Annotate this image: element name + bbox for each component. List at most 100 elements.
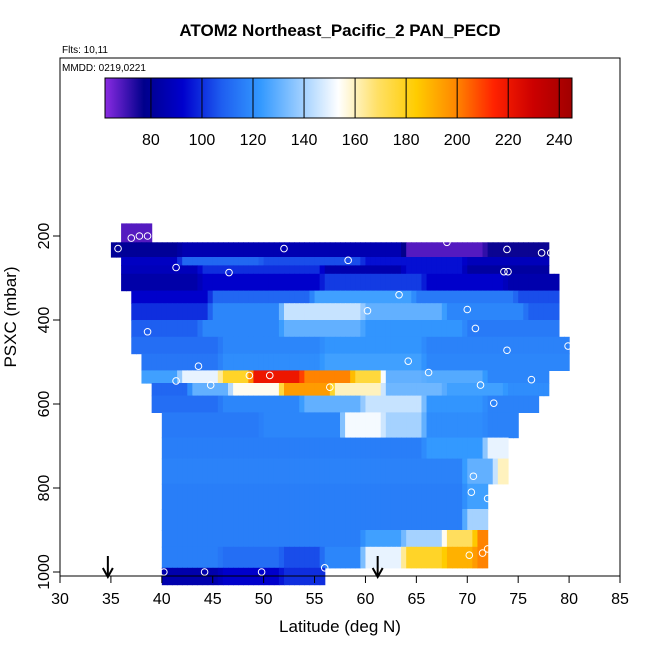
heatmap-cell	[502, 257, 509, 266]
heatmap-cell	[161, 437, 168, 460]
heatmap-cell	[340, 370, 346, 384]
heatmap-cell	[538, 370, 545, 384]
heatmap-cell	[258, 257, 265, 266]
heatmap-cell	[217, 509, 224, 531]
heatmap-cell	[360, 509, 367, 531]
heatmap-cell	[441, 265, 448, 275]
heatmap-cell	[396, 242, 402, 258]
heatmap-cell	[238, 458, 244, 485]
heatmap-cell	[492, 395, 499, 413]
heatmap-cell	[116, 242, 122, 258]
heatmap-cell	[477, 437, 484, 460]
heatmap-cell	[401, 265, 407, 275]
heatmap-cell	[360, 257, 367, 266]
heatmap-cell	[248, 273, 255, 292]
heatmap-cell	[421, 383, 428, 397]
heatmap-cell	[452, 437, 458, 460]
heatmap-cell	[467, 265, 473, 275]
heatmap-cell	[380, 273, 387, 292]
heatmap-cell	[248, 458, 255, 485]
heatmap-cell	[441, 336, 448, 355]
heatmap-cell	[360, 303, 367, 321]
heatmap-cell	[421, 412, 428, 439]
heatmap-cell	[202, 242, 209, 258]
heatmap-cell	[523, 273, 529, 292]
heatmap-cell	[324, 257, 331, 266]
heatmap-cell	[396, 546, 402, 569]
heatmap-cell	[406, 320, 412, 338]
heatmap-cell	[177, 437, 183, 460]
heatmap-cell	[446, 530, 453, 548]
heatmap-cell	[233, 370, 239, 384]
heatmap-cell	[553, 320, 560, 338]
heatmap-cell	[146, 257, 153, 266]
heatmap-cell	[136, 257, 143, 266]
heatmap-cell	[513, 303, 519, 321]
heatmap-cell	[258, 530, 265, 548]
heatmap-cell	[172, 509, 178, 531]
heatmap-cell	[457, 273, 463, 292]
heatmap-cell	[329, 336, 336, 355]
heatmap-cell	[390, 483, 397, 510]
heatmap-cell	[309, 412, 316, 439]
flight-points	[114, 232, 572, 576]
heatmap-cell	[319, 437, 326, 460]
heatmap-cell	[497, 383, 504, 397]
heatmap-cell	[228, 509, 234, 531]
heatmap-cell	[457, 257, 463, 266]
heatmap-cell	[278, 370, 285, 384]
heatmap-cell	[136, 265, 143, 275]
heatmap-cell	[207, 383, 214, 397]
heatmap-cell	[329, 509, 336, 531]
heatmap-cell	[421, 273, 428, 292]
heatmap-cell	[502, 458, 509, 485]
heatmap-cell	[253, 458, 260, 485]
heatmap-cell	[411, 290, 417, 304]
heatmap-cell	[406, 273, 412, 292]
heatmap-cell	[177, 530, 183, 548]
heatmap-cell	[299, 303, 305, 321]
heatmap-cell	[141, 223, 148, 243]
heatmap-cell	[222, 320, 229, 338]
heatmap-cell	[202, 257, 209, 266]
heatmap-cell	[304, 242, 311, 258]
heatmap-cell	[502, 336, 509, 355]
heatmap-cell	[299, 242, 305, 258]
heatmap-cell	[487, 320, 494, 338]
flight-point	[476, 381, 485, 389]
heatmap-cell	[304, 395, 311, 413]
heatmap-cell	[375, 336, 382, 355]
heatmap-cell	[421, 242, 428, 258]
heatmap-cell	[431, 395, 438, 413]
heatmap-cell	[304, 320, 311, 338]
heatmap-cell	[314, 273, 321, 292]
heatmap-cell	[273, 509, 280, 531]
heatmap-cell	[513, 242, 519, 258]
heatmap-cell	[462, 265, 468, 275]
flight-point	[280, 244, 288, 253]
flight-point	[527, 375, 536, 384]
heatmap-cell	[446, 336, 453, 355]
heatmap-cell	[161, 458, 168, 485]
flight-point	[257, 568, 266, 576]
heatmap-cell	[324, 303, 331, 321]
heatmap-cell	[146, 265, 153, 275]
heatmap-cell	[380, 290, 387, 304]
heatmap-cell	[390, 546, 397, 569]
heatmap-cell	[172, 336, 178, 355]
heatmap-cell	[248, 370, 255, 384]
heatmap-cell	[319, 290, 326, 304]
heatmap-cell	[222, 336, 229, 355]
heatmap-cell	[161, 290, 168, 304]
heatmap-cell	[380, 370, 387, 384]
heatmap-cell	[528, 290, 535, 304]
heatmap-cell	[502, 395, 509, 413]
heatmap-cell	[289, 395, 295, 413]
heatmap-cell	[192, 395, 199, 413]
heatmap-cell	[513, 257, 519, 266]
heatmap-cell	[294, 383, 300, 397]
heatmap-cell	[324, 546, 331, 569]
heatmap-cell	[426, 546, 433, 569]
heatmap-cell	[518, 303, 524, 321]
heatmap-cell	[523, 303, 529, 321]
